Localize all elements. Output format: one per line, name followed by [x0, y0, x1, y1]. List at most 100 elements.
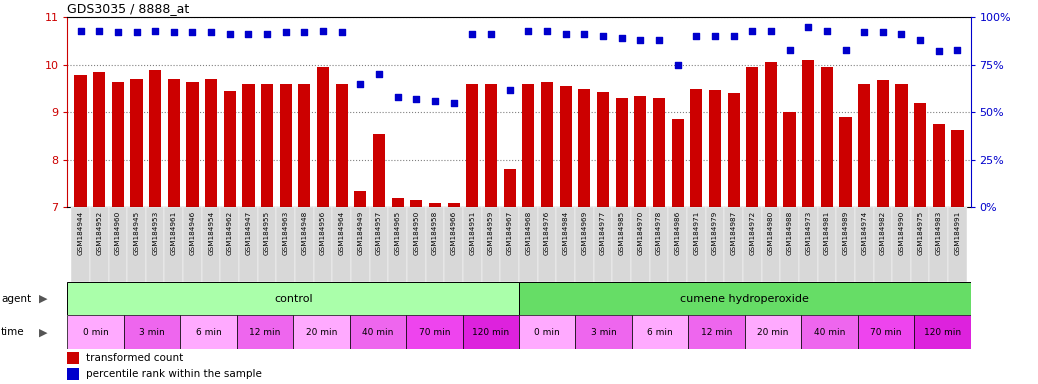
- Bar: [762, 207, 781, 282]
- Text: GSM184979: GSM184979: [712, 211, 718, 255]
- Bar: [67, 315, 124, 349]
- Bar: [164, 207, 183, 282]
- Bar: [801, 315, 857, 349]
- Bar: [650, 207, 668, 282]
- Point: [726, 33, 742, 39]
- Bar: [519, 207, 538, 282]
- Bar: [765, 63, 777, 207]
- Bar: [672, 119, 684, 207]
- Bar: [354, 191, 366, 207]
- Text: GSM184978: GSM184978: [656, 211, 662, 255]
- Point: [539, 28, 555, 34]
- Text: GSM184983: GSM184983: [936, 211, 941, 255]
- Text: GSM184947: GSM184947: [245, 211, 251, 255]
- Text: 40 min: 40 min: [814, 328, 845, 337]
- Bar: [112, 83, 124, 207]
- Bar: [276, 207, 295, 282]
- Bar: [351, 207, 370, 282]
- Text: GSM184974: GSM184974: [862, 211, 867, 255]
- Bar: [896, 84, 907, 207]
- Bar: [75, 75, 86, 207]
- Text: GSM184988: GSM184988: [787, 211, 793, 255]
- Bar: [799, 207, 818, 282]
- Bar: [332, 207, 351, 282]
- Text: 0 min: 0 min: [83, 328, 109, 337]
- Bar: [688, 315, 745, 349]
- Point: [576, 31, 593, 38]
- Bar: [426, 207, 444, 282]
- Point: [333, 30, 350, 36]
- Text: GSM184951: GSM184951: [469, 211, 475, 255]
- Bar: [295, 207, 313, 282]
- Point: [800, 24, 817, 30]
- Text: 20 min: 20 min: [758, 328, 789, 337]
- Point: [838, 46, 854, 53]
- Bar: [522, 84, 535, 207]
- Bar: [335, 84, 348, 207]
- Point: [911, 37, 928, 43]
- Bar: [90, 207, 109, 282]
- Bar: [168, 79, 180, 207]
- Bar: [612, 207, 631, 282]
- Text: GDS3035 / 8888_at: GDS3035 / 8888_at: [67, 2, 190, 15]
- Bar: [877, 80, 889, 207]
- Bar: [784, 112, 795, 207]
- Point: [146, 28, 163, 34]
- Bar: [578, 89, 591, 207]
- Bar: [181, 315, 237, 349]
- Text: percentile rank within the sample: percentile rank within the sample: [85, 369, 262, 379]
- Text: GSM184971: GSM184971: [693, 211, 700, 255]
- Bar: [910, 207, 929, 282]
- Text: GSM184969: GSM184969: [581, 211, 588, 255]
- Text: 40 min: 40 min: [362, 328, 393, 337]
- Bar: [67, 352, 79, 364]
- Text: GSM184946: GSM184946: [190, 211, 195, 255]
- Bar: [687, 207, 706, 282]
- Text: GSM184987: GSM184987: [731, 211, 737, 255]
- Bar: [597, 92, 609, 207]
- Bar: [556, 207, 575, 282]
- Bar: [429, 203, 441, 207]
- Point: [613, 35, 630, 41]
- Bar: [690, 89, 703, 207]
- Bar: [634, 96, 647, 207]
- Bar: [857, 315, 914, 349]
- Text: GSM184964: GSM184964: [338, 211, 345, 255]
- Text: GSM184954: GSM184954: [209, 211, 214, 255]
- Text: ▶: ▶: [39, 327, 48, 337]
- Bar: [840, 117, 851, 207]
- Bar: [279, 84, 292, 207]
- Text: GSM184955: GSM184955: [264, 211, 270, 255]
- Point: [688, 33, 705, 39]
- Bar: [313, 207, 332, 282]
- Bar: [67, 368, 79, 381]
- Bar: [503, 169, 516, 207]
- Text: GSM184961: GSM184961: [171, 211, 176, 255]
- Point: [129, 30, 145, 36]
- Text: agent: agent: [1, 293, 31, 304]
- Bar: [519, 282, 971, 315]
- Bar: [72, 207, 90, 282]
- Bar: [67, 282, 519, 315]
- Bar: [519, 315, 575, 349]
- Point: [557, 31, 574, 38]
- Text: 0 min: 0 min: [535, 328, 561, 337]
- Bar: [929, 207, 948, 282]
- Bar: [802, 60, 814, 207]
- Text: GSM184980: GSM184980: [768, 211, 774, 255]
- Text: 70 min: 70 min: [418, 328, 450, 337]
- Point: [277, 30, 294, 36]
- Point: [670, 62, 686, 68]
- Bar: [594, 207, 612, 282]
- Text: GSM184990: GSM184990: [899, 211, 904, 255]
- Point: [389, 94, 406, 100]
- Point: [651, 37, 667, 43]
- Point: [165, 30, 182, 36]
- Text: 120 min: 120 min: [924, 328, 961, 337]
- Bar: [237, 315, 294, 349]
- Bar: [746, 67, 759, 207]
- Bar: [706, 207, 725, 282]
- Point: [202, 30, 219, 36]
- Text: GSM184944: GSM184944: [78, 211, 83, 255]
- Bar: [837, 207, 855, 282]
